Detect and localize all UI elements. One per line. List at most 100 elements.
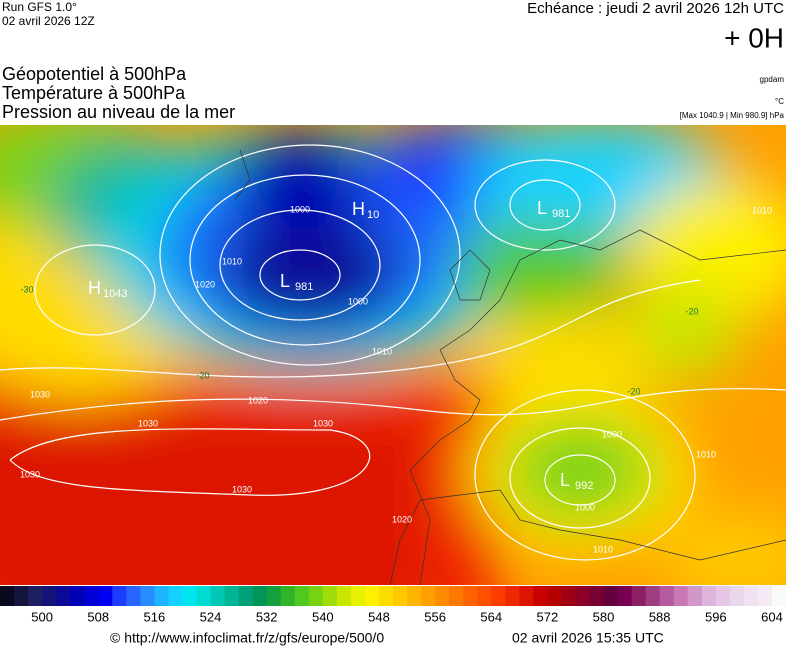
colorbar-swatch [449, 586, 464, 606]
colorbar-tick-label: 596 [705, 609, 727, 624]
colorbar-swatch [336, 586, 352, 606]
colorbar-swatch [42, 586, 57, 606]
colorbar-swatch [757, 586, 773, 606]
isobar-label: 1010 [372, 346, 392, 356]
colorbar-swatch [407, 586, 422, 606]
colorbar-swatch [547, 586, 562, 606]
isotherm-label: -20 [627, 386, 640, 396]
isobars [0, 144, 786, 561]
isobar-label: 1010 [752, 205, 772, 215]
colorbar-swatch [519, 586, 534, 606]
pressure-center-value: 981 [552, 208, 570, 220]
colorbar-swatch [743, 586, 759, 606]
colorbar-swatch [280, 586, 296, 606]
colorbar-swatch [210, 586, 226, 606]
pressure-center-value: 981 [295, 281, 313, 293]
colorbar-tick-label: 572 [537, 609, 559, 624]
isobar-label: 1030 [20, 469, 40, 479]
source-link[interactable]: © http://www.infoclimat.fr/z/gfs/europe/… [110, 630, 384, 646]
pressure-center-letter: H [88, 278, 101, 298]
colorbar-swatch [701, 586, 717, 606]
coastlines [234, 149, 786, 585]
isobar-label: 1030 [232, 484, 252, 494]
map-field [0, 125, 786, 585]
pressure-center-letter: L [537, 198, 547, 218]
colorbar-swatch [715, 586, 731, 606]
title: Géopotentiel à 500hPa [2, 64, 187, 84]
colorbar-swatch [238, 586, 254, 606]
colorbar-tick-label: 580 [593, 609, 615, 624]
isobar-label: 1000 [290, 204, 310, 214]
isobar-label: 1000 [602, 429, 622, 439]
colorbar-swatch [322, 586, 338, 606]
colorbar-swatch [575, 586, 590, 606]
colorbar-tick-label: 524 [200, 609, 222, 624]
colorbar-swatch [28, 586, 43, 606]
colorbar-tick-label: 508 [87, 609, 109, 624]
colorbar-swatch [659, 586, 675, 606]
colorbar-tick-label: 532 [256, 609, 278, 624]
colorbar-tick-label: 588 [649, 609, 671, 624]
pressure-center-letter: L [560, 470, 570, 490]
colorbar-swatch [533, 586, 548, 606]
colorbar-swatch [70, 586, 85, 606]
colorbar-tick-label: 564 [480, 609, 502, 624]
pressure-center-letter: H [352, 199, 365, 219]
colorbar-swatch [589, 586, 605, 606]
colorbar-tick-label: 516 [144, 609, 166, 624]
isotherm-label: -20 [685, 306, 698, 316]
isobar-label: 1020 [248, 395, 268, 405]
pressure-center-value: 1043 [103, 288, 127, 300]
colorbar-swatch [561, 586, 576, 606]
colorbar-swatch [84, 586, 99, 606]
colorbar-swatch [126, 586, 141, 606]
pressure-center-value: 992 [575, 480, 593, 492]
colorbar-swatch [378, 586, 394, 606]
colorbar-swatch [435, 586, 450, 606]
pressure-center-value: 10 [367, 209, 379, 221]
colorbar-tick-label: 548 [368, 609, 390, 624]
isobar-label: 1000 [348, 296, 368, 306]
colorbar-swatch [645, 586, 661, 606]
colorbar-tick-label: 500 [31, 609, 53, 624]
colorbar-swatch [729, 586, 745, 606]
colorbar-swatch [0, 586, 15, 606]
isobar-label: 1010 [696, 449, 716, 459]
colorbar-swatch [140, 586, 155, 606]
isotherm-label: -30 [20, 284, 33, 294]
colorbar-swatch [673, 586, 689, 606]
lead-time: + 0H [724, 22, 784, 53]
isobar-label: 1030 [30, 389, 50, 399]
colorbar-tick-label: 540 [312, 609, 334, 624]
colorbar-swatch [112, 586, 127, 606]
isobar-label: 1030 [138, 418, 158, 428]
colorbar-swatch [350, 586, 366, 606]
generated-time: 02 avril 2026 15:35 UTC [512, 630, 664, 646]
colorbar-swatch [14, 586, 29, 606]
colorbar-swatch [252, 586, 268, 606]
isobar-label: 1020 [392, 514, 412, 524]
valid-time: Echéance : jeudi 2 avril 2026 12h UTC [527, 0, 784, 17]
isobar-label: 1020 [195, 279, 215, 289]
colorbar-swatch [421, 586, 436, 606]
run-date: 02 avril 2026 12Z [2, 14, 95, 28]
colorbar-tick-label: 556 [424, 609, 446, 624]
colorbar-swatch [491, 586, 506, 606]
colorbar-swatch [294, 586, 310, 606]
colorbar-swatch [168, 586, 183, 606]
colorbar-swatch [393, 586, 408, 606]
colorbar-tick-label: 604 [761, 609, 783, 624]
colorbar-swatch [771, 586, 786, 606]
title: Pression au niveau de la mer [2, 102, 235, 122]
colorbar-swatch [308, 586, 324, 606]
pressure-center-letter: L [280, 271, 290, 291]
colorbar-swatch [505, 586, 520, 606]
isobar-label: 1030 [313, 418, 333, 428]
unit-label: °C [775, 97, 784, 106]
isobar-label: 1000 [575, 502, 595, 512]
colorbar-swatch [463, 586, 478, 606]
colorbar-swatch [56, 586, 71, 606]
isobar-label: 1010 [593, 544, 613, 554]
colorbar-swatch [603, 586, 619, 606]
